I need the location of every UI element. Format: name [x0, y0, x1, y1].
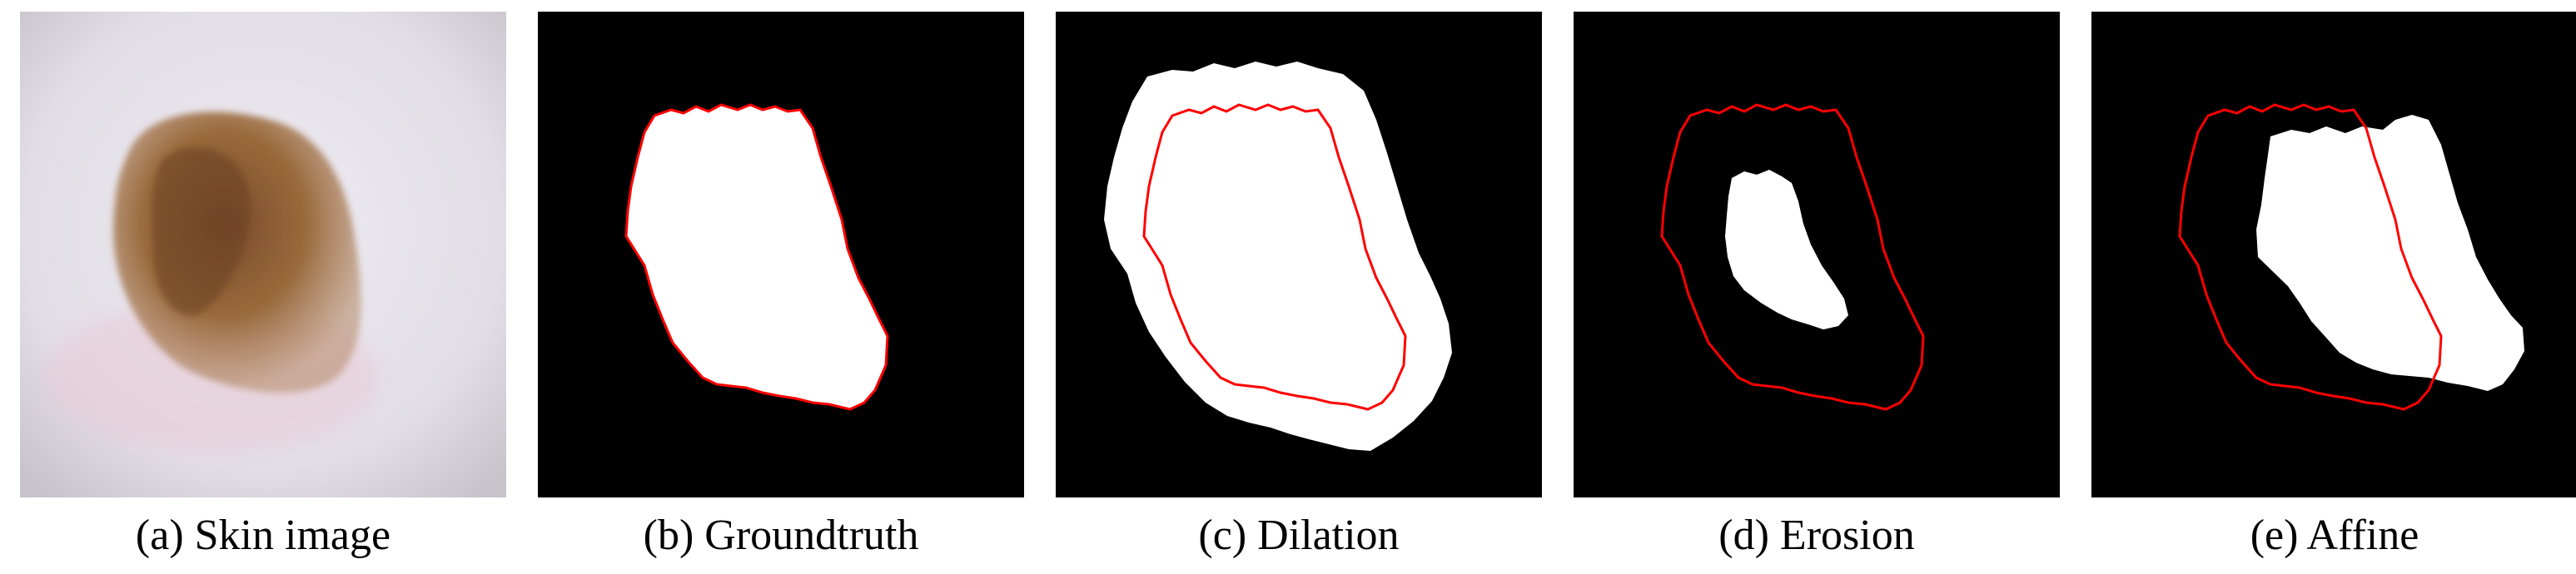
groundtruth-mask [538, 12, 1024, 497]
groundtruth-region [624, 103, 889, 411]
caption-groundtruth: (b) Groundtruth [643, 512, 919, 559]
groundtruth-panel [538, 12, 1024, 497]
groundtruth-contour [1660, 103, 1925, 411]
mask-background [1574, 12, 2060, 497]
groundtruth-contour [2178, 103, 2443, 411]
caption-dilation: (c) Dilation [1198, 512, 1400, 559]
skin-image-panel [20, 12, 506, 497]
dilation-mask [1056, 12, 1542, 497]
caption-skin-image: (a) Skin image [135, 512, 391, 559]
affine-panel [2091, 12, 2576, 497]
eroded-region [1725, 170, 1848, 329]
lesion-dark-region [152, 146, 251, 316]
caption-erosion: (d) Erosion [1718, 512, 1915, 559]
groundtruth-contour [1142, 103, 1407, 411]
affine-mask [2091, 12, 2576, 497]
affine-region [2256, 115, 2524, 391]
erosion-panel [1574, 12, 2060, 497]
dilated-region [1104, 62, 1452, 451]
skin-image [20, 12, 506, 497]
caption-affine: (e) Affine [2250, 512, 2419, 559]
dilation-panel [1056, 12, 1542, 497]
erosion-mask [1574, 12, 2060, 497]
